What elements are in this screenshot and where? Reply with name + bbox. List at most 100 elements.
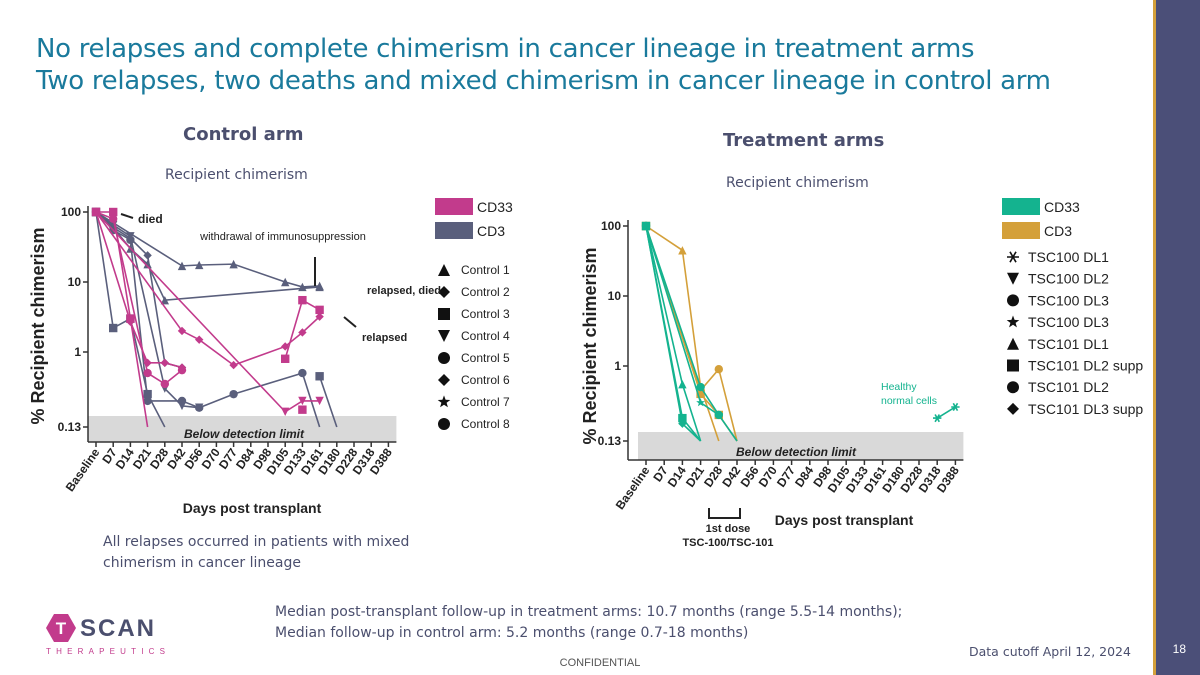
patient-legend-label-3: TSC100 DL3 xyxy=(1028,314,1109,330)
series-line-cd3-6 xyxy=(318,376,338,428)
series-line-cd33-6 xyxy=(645,225,738,442)
data-point-11-1 xyxy=(281,407,290,416)
treatment-arms-chart: Below detection limit 100 10 1 0.13% Recipie… xyxy=(580,198,1143,546)
legend-swatch-cd33 xyxy=(435,198,473,215)
data-point-10-3 xyxy=(229,360,238,370)
data-point-1-2 xyxy=(714,365,723,374)
data-point-10-4 xyxy=(281,342,290,351)
patient-legend-label-7: Control 8 xyxy=(461,417,510,431)
data-point-5-2 xyxy=(195,260,204,270)
annotation-arrow xyxy=(120,213,134,219)
patient-legend-marker-1 xyxy=(1007,272,1019,285)
patient-legend-marker-2 xyxy=(438,308,450,320)
data-point-8-2 xyxy=(143,358,152,368)
data-point-10-6 xyxy=(315,312,324,321)
slide-title-line2: Two relapses, two deaths and mixed chime… xyxy=(36,66,1051,96)
patient-legend-marker-3 xyxy=(438,330,450,342)
data-point-5-5 xyxy=(298,282,307,292)
detection-band-label: Below detection limit xyxy=(736,445,857,459)
data-point-7-0 xyxy=(641,221,651,230)
data-point-11-3 xyxy=(315,396,324,406)
x-tick-label: Baseline xyxy=(613,463,653,512)
y-tick-label: 10 xyxy=(68,275,82,289)
data-point-10-1 xyxy=(177,326,187,336)
x-axis-label: Days post transplant xyxy=(775,512,914,528)
annotation-relapsed: relapsed xyxy=(362,332,407,344)
data-point-5-6 xyxy=(315,281,324,291)
patient-legend-label-5: Control 6 xyxy=(461,373,510,387)
slide-title-line1: No relapses and complete chimerism in ca… xyxy=(36,34,975,64)
data-point-7-1 xyxy=(109,207,118,217)
patient-legend-marker-0 xyxy=(1007,251,1019,263)
detection-band xyxy=(88,416,397,442)
patient-legend-marker-0 xyxy=(438,264,450,276)
patient-legend-marker-7 xyxy=(1007,402,1019,415)
y-tick-label: 100 xyxy=(601,219,621,233)
patient-legend-marker-5 xyxy=(438,374,450,386)
data-point-4-1 xyxy=(678,413,687,423)
patient-legend-label-7: TSC101 DL3 supp xyxy=(1028,401,1143,417)
tscan-logo: T SCAN THERAPEUTICS xyxy=(36,612,176,665)
series-line-cd3-0 xyxy=(95,211,320,302)
data-point-5-4 xyxy=(281,277,290,287)
followup-line-1: Median post-transplant follow-up in trea… xyxy=(275,604,903,620)
patient-legend-label-2: TSC100 DL3 xyxy=(1028,292,1109,308)
y-tick-label: 1 xyxy=(614,359,621,373)
series-line-cd3-0 xyxy=(645,225,720,442)
data-point-8-0 xyxy=(933,414,942,423)
x-axis-label: Days post transplant xyxy=(183,500,322,516)
data-point-7-2 xyxy=(714,410,724,419)
patient-legend-label-4: TSC101 DL1 xyxy=(1028,336,1109,352)
patient-legend-label-3: Control 4 xyxy=(461,329,510,343)
patient-legend-marker-3 xyxy=(1006,315,1020,328)
legend-swatch-cd33 xyxy=(1002,198,1040,215)
data-point-8-3 xyxy=(160,358,169,368)
y-tick-label: 100 xyxy=(61,205,81,219)
annotation-died: died xyxy=(138,212,163,226)
annotation-dose-products: TSC-100/TSC-101 xyxy=(682,537,773,546)
data-point-4-4 xyxy=(177,396,187,406)
patient-legend-label-5: TSC101 DL2 supp xyxy=(1028,358,1143,374)
data-point-5-1 xyxy=(177,261,187,271)
data-point-4-7 xyxy=(298,368,307,378)
treatment-arms-heading: Treatment arms xyxy=(723,130,885,151)
data-point-2-1 xyxy=(109,323,118,333)
logo-t-letter: T xyxy=(56,619,67,638)
control-arm-heading: Control arm xyxy=(183,124,304,145)
legend-label-cd3: CD3 xyxy=(1044,223,1072,239)
data-point-11-0 xyxy=(91,207,101,217)
y-tick-label: 1 xyxy=(74,345,81,359)
patient-legend-label-1: TSC100 DL2 xyxy=(1028,271,1109,287)
series-line-cd3-2 xyxy=(645,225,738,442)
data-point-2-1 xyxy=(696,389,705,399)
data-cutoff-note: Data cutoff April 12, 2024 xyxy=(969,644,1131,659)
data-point-12-0 xyxy=(281,354,290,363)
data-point-6-1 xyxy=(696,382,705,392)
data-point-10-5 xyxy=(298,328,307,337)
data-point-12-2 xyxy=(315,305,324,315)
annotation-healthy: Healthy xyxy=(881,381,917,393)
legend-label-cd3: CD3 xyxy=(477,223,505,239)
legend-label-cd33: CD33 xyxy=(1044,199,1080,215)
patient-legend-marker-6 xyxy=(1007,381,1019,394)
patient-legend-label-0: TSC100 DL1 xyxy=(1028,249,1109,265)
logo-subtitle: THERAPEUTICS xyxy=(46,647,170,656)
y-tick-label: 10 xyxy=(608,289,622,303)
data-point-1-3 xyxy=(143,251,152,260)
patient-legend-label-4: Control 5 xyxy=(461,351,510,365)
patient-legend-label-1: Control 2 xyxy=(461,285,510,299)
legend-swatch-cd3 xyxy=(435,222,473,239)
control-relapse-note: All relapses occurred in patients with m… xyxy=(103,534,410,571)
data-point-3-1 xyxy=(678,379,687,389)
series-line-cd33-3 xyxy=(645,225,702,442)
data-point-4-3 xyxy=(143,396,152,406)
dose-bracket xyxy=(708,508,741,519)
legend-swatch-cd3 xyxy=(1002,222,1040,239)
control-subtitle: Recipient chimerism xyxy=(165,167,308,183)
patient-legend-marker-4 xyxy=(1007,337,1019,350)
data-point-9-1 xyxy=(109,214,118,223)
legend-label-cd33: CD33 xyxy=(477,199,513,215)
annotation-withdrawal: withdrawal of immunosuppression xyxy=(199,231,366,243)
y-axis-label: % Recipient chimerism xyxy=(28,227,48,424)
sidebar-band xyxy=(1156,0,1200,675)
